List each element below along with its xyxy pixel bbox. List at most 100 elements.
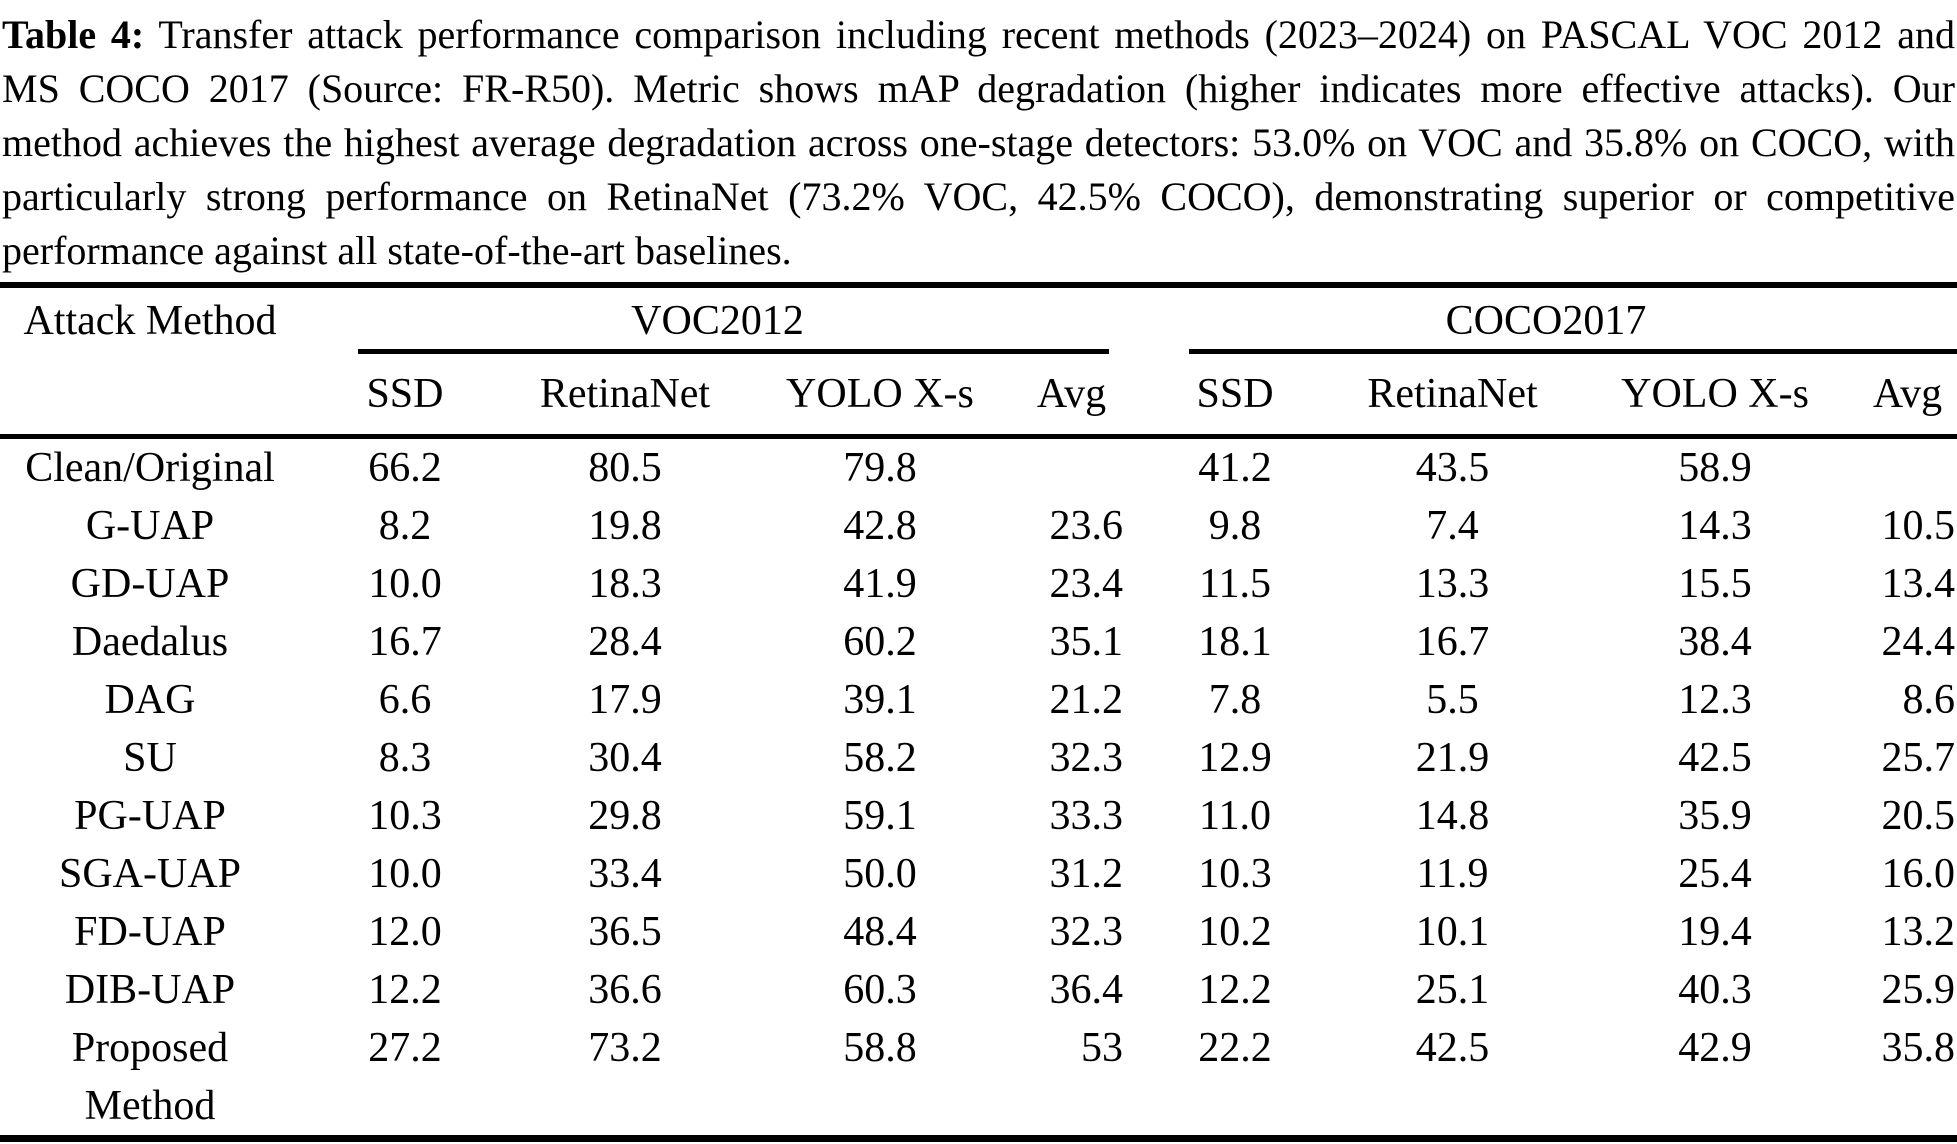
metric-value: 35.1 [1049, 619, 1124, 665]
metric-value: 9.8 [1208, 503, 1262, 549]
metric-value: 42.9 [1678, 1025, 1752, 1071]
metric-value: 17.9 [588, 677, 662, 723]
metric-value: 13.3 [1415, 561, 1490, 607]
column-header-voc-avg: Avg [1019, 354, 1136, 439]
metric-value: 11.9 [1416, 851, 1489, 897]
metric-value: 19.8 [588, 503, 662, 549]
metric-value: 11.5 [1199, 561, 1271, 607]
metric-value: 12.2 [368, 967, 442, 1013]
metric-value: 41.9 [843, 561, 917, 607]
metric-value: 73.2 [588, 1025, 662, 1071]
metric-value: 59.1 [843, 793, 917, 839]
metric-value [1860, 437, 1957, 498]
metric-value: 32.3 [1049, 735, 1124, 781]
metric-value: 79.8 [843, 445, 917, 491]
metric-value: 10.3 [1198, 851, 1272, 897]
method-name-line: Proposed [71, 1025, 229, 1071]
table-caption: Table 4: Transfer attack performance com… [0, 0, 1957, 278]
metric-value: 25.1 [1415, 967, 1490, 1013]
caption-line-4: particularly strong performance on Retin… [2, 174, 1955, 219]
metric-value: 29.8 [588, 793, 662, 839]
group-header-coco2017: COCO2017 [1135, 285, 1957, 354]
metric-value: 36.6 [588, 967, 662, 1013]
metric-value: 25.7 [1881, 735, 1956, 781]
table-row: FD-UAP 12.0 36.5 48.4 32.3 10.2 10.1 19.4 13.2 [0, 903, 1957, 961]
caption-label: Table 4: [2, 12, 145, 57]
column-header-coco-ssd: SSD [1135, 354, 1336, 439]
method-name: SGA-UAP [58, 851, 242, 897]
method-name-line: Method [84, 1083, 216, 1129]
metric-value: 60.3 [843, 967, 917, 1013]
metric-value: 10.0 [368, 561, 442, 607]
metric-value: 23.6 [1049, 503, 1124, 549]
empty-header-cell [0, 354, 300, 439]
metric-value: 12.0 [368, 909, 442, 955]
metric-value: 42.8 [843, 503, 917, 549]
metric-value: 58.9 [1678, 445, 1752, 491]
metric-value: 21.2 [1049, 677, 1124, 723]
metric-value: 14.3 [1678, 503, 1752, 549]
metric-value [1020, 437, 1135, 498]
table-row: Clean/Original 66.2 80.5 79.8 41.2 43.5 58.9 [0, 437, 1957, 498]
metric-value: 8.6 [1902, 677, 1956, 723]
column-header-voc-retinanet: RetinaNet [509, 354, 740, 439]
metric-value: 36.4 [1049, 967, 1124, 1013]
metric-value: 16.7 [1415, 619, 1490, 665]
method-name: GD-UAP [70, 561, 230, 607]
column-header-coco-retinanet: RetinaNet [1335, 354, 1571, 439]
metric-value: 8.3 [378, 735, 432, 781]
table-row: G-UAP 8.2 19.8 42.8 23.6 9.8 7.4 14.3 10.5 [0, 497, 1957, 555]
sub-header-row: SSD RetinaNet YOLO X-s Avg SSD RetinaNet… [0, 354, 1957, 439]
metric-value: 10.3 [368, 793, 442, 839]
metric-value: 27.2 [368, 1025, 442, 1071]
metric-value: 50.0 [843, 851, 917, 897]
metric-value: 58.2 [843, 735, 917, 781]
metric-value: 41.2 [1198, 445, 1272, 491]
column-header-voc-yolo: YOLO X-s [739, 354, 1020, 439]
metric-value: 13.2 [1881, 909, 1956, 955]
metric-value: 39.1 [843, 677, 917, 723]
metric-value: 6.6 [378, 677, 432, 723]
metric-value: 42.5 [1415, 1025, 1490, 1071]
metric-value: 16.7 [368, 619, 442, 665]
metric-value: 33.3 [1049, 793, 1124, 839]
metric-value: 10.5 [1881, 503, 1956, 549]
metric-value: 80.5 [588, 445, 662, 491]
method-name: FD-UAP [74, 909, 226, 955]
metric-value: 30.4 [588, 735, 662, 781]
column-header-voc-ssd: SSD [300, 354, 510, 439]
metric-value: 10.0 [368, 851, 442, 897]
metric-value: 10.2 [1198, 909, 1272, 955]
metric-value: 12.9 [1198, 735, 1272, 781]
metric-value: 36.5 [588, 909, 662, 955]
table-row: SU 8.3 30.4 58.2 32.3 12.9 21.9 42.5 25.7 [0, 729, 1957, 787]
metric-value: 7.8 [1208, 677, 1262, 723]
table-row: Proposed Method 27.2 73.2 58.8 53 22.2 42.5 42.9… [0, 1019, 1957, 1139]
metric-value: 48.4 [843, 909, 917, 955]
metric-value: 40.3 [1678, 967, 1752, 1013]
metric-value: 38.4 [1678, 619, 1752, 665]
metric-value: 7.4 [1426, 503, 1479, 549]
caption-line-5: performance against all state-of-the-art… [2, 228, 792, 273]
metric-value: 42.5 [1678, 735, 1752, 781]
metric-value: 32.3 [1049, 909, 1124, 955]
table-row: SGA-UAP 10.0 33.4 50.0 31.2 10.3 11.9 25.4 16.0 [0, 845, 1957, 903]
metric-value: 25.9 [1881, 967, 1956, 1013]
results-table: Attack Method VOC2012 COCO2017 SSD Retin… [0, 282, 1957, 1142]
metric-value: 43.5 [1415, 445, 1490, 491]
group-header-voc2012: VOC2012 [300, 285, 1135, 354]
column-header-coco-avg: Avg [1860, 354, 1957, 439]
metric-value: 60.2 [843, 619, 917, 665]
metric-value: 28.4 [588, 619, 662, 665]
column-header-attack-method: Attack Method [23, 298, 277, 344]
metric-value: 8.2 [378, 503, 432, 549]
metric-value: 16.0 [1881, 851, 1956, 897]
metric-value: 35.9 [1678, 793, 1752, 839]
group-header-row: Attack Method VOC2012 COCO2017 [0, 285, 1957, 354]
metric-value: 19.4 [1678, 909, 1752, 955]
metric-value: 15.5 [1678, 561, 1752, 607]
caption-line-1: Table 4: Transfer attack performance com… [2, 8, 1955, 62]
method-name: SU [123, 735, 177, 781]
method-name: PG-UAP [74, 793, 226, 839]
